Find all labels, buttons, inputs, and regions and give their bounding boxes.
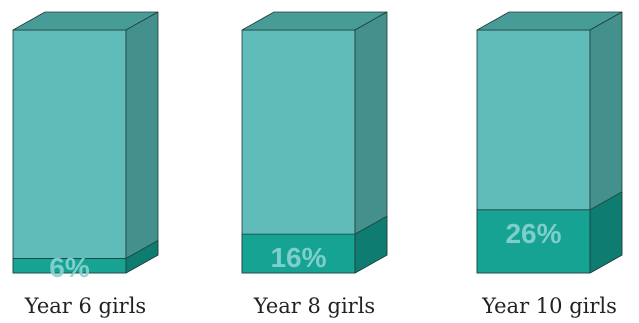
- labels-layer: 6% Year 6 girls 16% Year 8 girls 26% Year 10 …: [24, 218, 617, 318]
- bar-total-front: [12, 29, 127, 274]
- bar-value-side: [125, 240, 159, 274]
- bars-layer: [12, 11, 623, 274]
- bar-total-side: [125, 11, 159, 274]
- bar-group: [12, 11, 159, 274]
- bar-value-label: 16%: [270, 242, 326, 273]
- bar-group: [476, 11, 623, 274]
- category-label: Year 10 girls: [481, 294, 617, 318]
- bar-value-side: [589, 191, 623, 274]
- bar-value-label: 26%: [505, 218, 561, 249]
- bar-value-side: [354, 215, 388, 274]
- category-label: Year 8 girls: [253, 294, 375, 318]
- bar-value-label: 6%: [49, 252, 90, 283]
- bar-group: [241, 11, 388, 274]
- category-label: Year 6 girls: [24, 294, 146, 318]
